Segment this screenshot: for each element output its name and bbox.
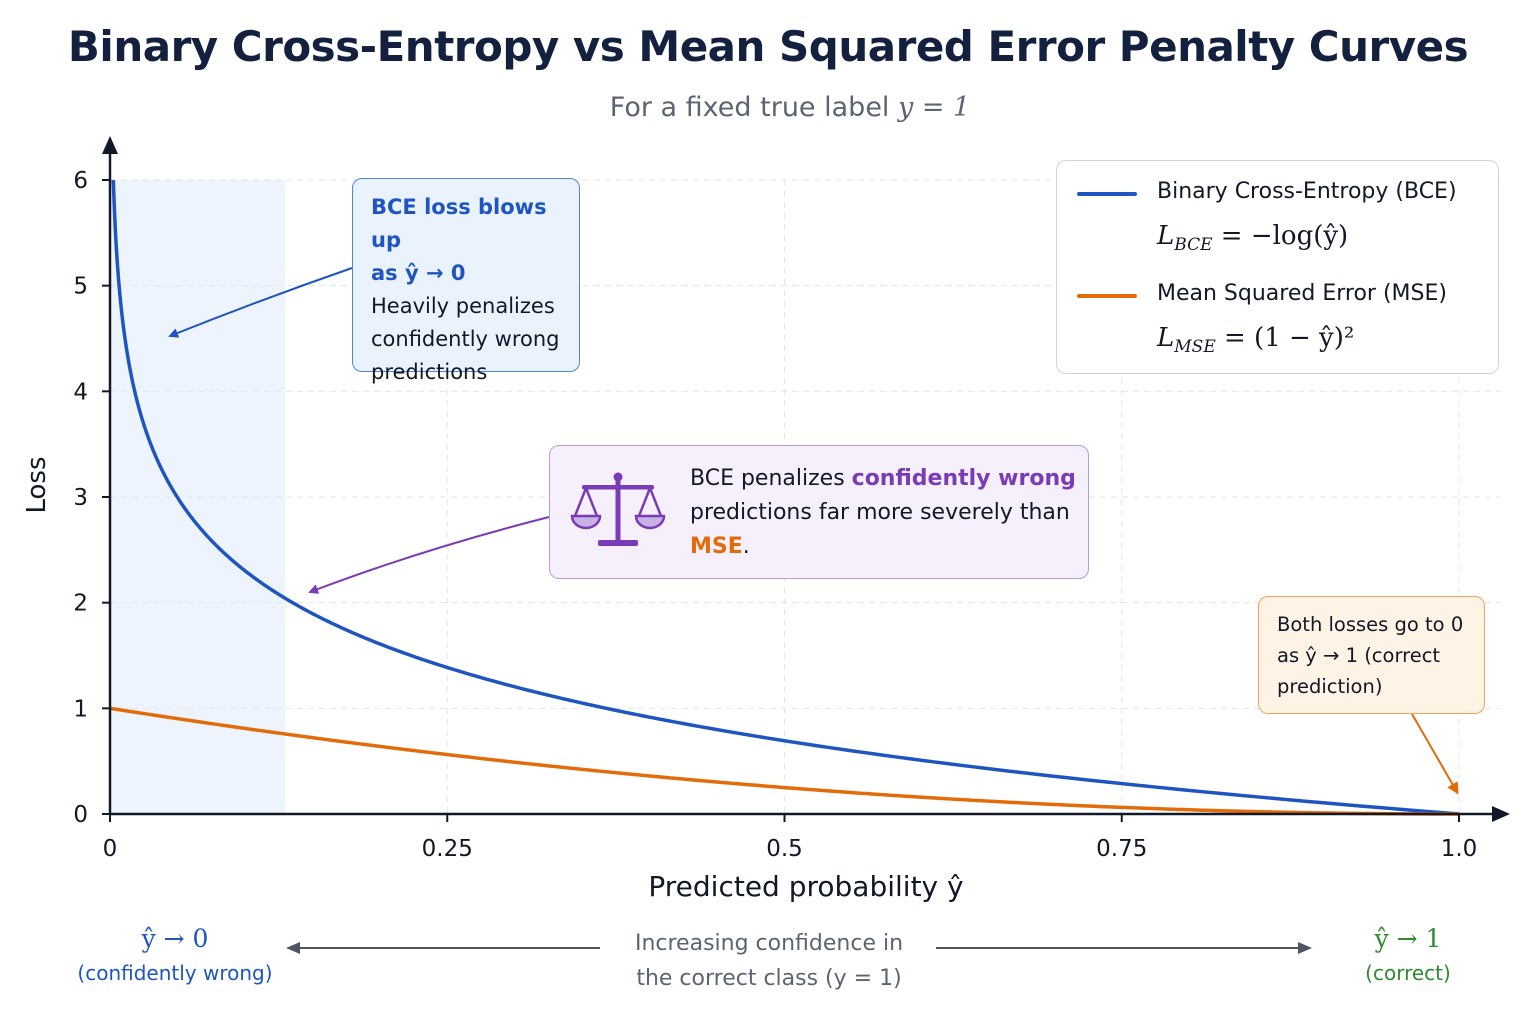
bottom-middle-label: Increasing confidence in the correct cla…	[604, 926, 934, 996]
bce-blowup-callout: BCE loss blows up as ŷ → 0 Heavily penal…	[352, 178, 580, 384]
y-axis-arrowhead	[102, 136, 118, 154]
comparison-part-1: BCE penalizes	[690, 466, 852, 491]
comparison-part-5: .	[742, 534, 750, 559]
chart-subtitle: For a fixed true label y = 1	[0, 92, 1536, 123]
x-tick-label: 0.5	[766, 836, 803, 862]
x-axis-label: Predicted probability ŷ	[648, 870, 964, 903]
y-tick-label: 0	[73, 802, 88, 828]
y-tick-label: 4	[73, 379, 88, 405]
bottom-middle-line-1: Increasing confidence in	[634, 931, 904, 956]
bottom-left-label: ŷ → 0 (confidently wrong)	[60, 922, 290, 990]
legend-mse-formula-rest: = (1 − ŷ)²	[1215, 323, 1355, 353]
bce-callout-arrow	[168, 267, 353, 338]
legend-mse-swatch	[1077, 294, 1137, 298]
bottom-right-symbol: ŷ → 1	[1374, 924, 1442, 953]
x-tick-label: 0.75	[1096, 836, 1147, 862]
legend-mse-formula: LMSE = (1 − ŷ)²	[1157, 323, 1354, 357]
legend-bce-swatch	[1077, 192, 1137, 196]
mse-curve	[109, 706, 1459, 816]
y-tick-label: 3	[73, 485, 88, 511]
both-zero-callout: Both losses go to 0 as ŷ → 1 (correct pr…	[1258, 596, 1485, 714]
legend-mse-formula-main: L	[1157, 323, 1175, 353]
both-zero-line-3: prediction)	[1277, 675, 1383, 698]
comparison-callout-arrow	[308, 516, 550, 594]
both-zero-callout-arrow	[1411, 713, 1459, 795]
comparison-text: BCE penalizes confidently wrong predicti…	[690, 462, 1080, 564]
legend-mse-name: Mean Squared Error (MSE)	[1157, 281, 1447, 306]
comparison-highlight-wrong: confidently wrong	[851, 466, 1076, 491]
legend-bce-name: Binary Cross-Entropy (BCE)	[1157, 179, 1457, 204]
bottom-right-label: ŷ → 1 (correct)	[1330, 922, 1486, 990]
x-tick-label: 0.25	[422, 836, 473, 862]
subtitle-prefix: For a fixed true label	[609, 92, 899, 123]
legend-mse-formula-sub: MSE	[1174, 337, 1216, 358]
subtitle-expr: y = 1	[898, 92, 971, 123]
bottom-left-symbol: ŷ → 0	[141, 924, 209, 953]
bce-callout-heading-2: as ŷ → 0	[371, 261, 466, 285]
legend: Binary Cross-Entropy (BCE) LBCE = −log(ŷ…	[1056, 160, 1499, 374]
x-axis-arrowhead	[1492, 806, 1510, 822]
legend-bce-formula-sub: BCE	[1174, 235, 1213, 256]
balance-scale-icon	[570, 472, 666, 546]
comparison-part-3: predictions far more severely than	[690, 500, 1070, 525]
bottom-middle-line-2: the correct class (y = 1)	[636, 966, 902, 991]
x-tick-label: 0	[103, 836, 118, 862]
y-tick-label: 1	[73, 696, 88, 722]
y-tick-label: 5	[73, 274, 88, 300]
y-tick-label: 6	[73, 168, 88, 194]
both-zero-line-1: Both losses go to 0	[1277, 613, 1464, 636]
bottom-right-desc: (correct)	[1365, 961, 1451, 985]
both-zero-line-2: as ŷ → 1 (correct	[1277, 644, 1441, 667]
y-axis-label: Loss	[22, 456, 52, 514]
comparison-callout: BCE penalizes confidently wrong predicti…	[549, 445, 1089, 579]
legend-bce-formula-main: L	[1157, 221, 1175, 251]
legend-bce-formula: LBCE = −log(ŷ)	[1157, 221, 1348, 255]
y-tick-label: 2	[73, 591, 88, 617]
comparison-highlight-mse: MSE	[690, 534, 743, 559]
bce-curve	[111, 179, 1460, 816]
bottom-left-desc: (confidently wrong)	[77, 961, 273, 985]
x-tick-label: 1.0	[1441, 836, 1478, 862]
bce-callout-line-3: predictions	[371, 360, 488, 384]
bce-callout-line-1: Heavily penalizes	[371, 294, 555, 318]
legend-bce-formula-rest: = −log(ŷ)	[1212, 221, 1349, 251]
bce-callout-line-2: confidently wrong	[371, 327, 560, 351]
chart-title: Binary Cross-Entropy vs Mean Squared Err…	[67, 22, 1469, 71]
bce-callout-heading-1: BCE loss blows up	[371, 195, 547, 252]
